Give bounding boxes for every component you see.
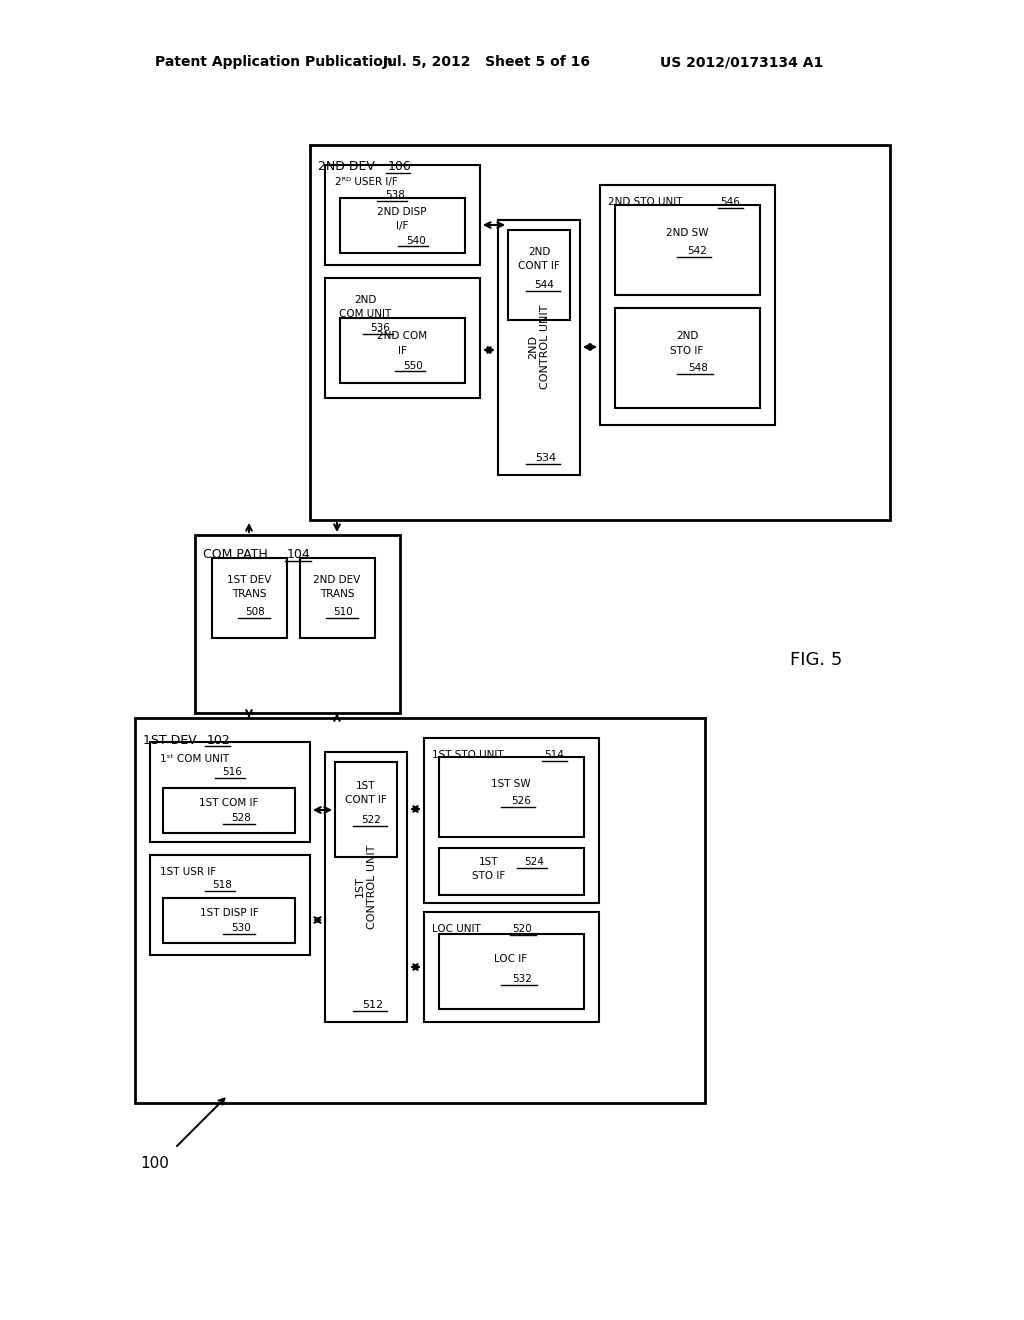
Text: 530: 530 xyxy=(231,923,251,933)
Bar xyxy=(498,220,580,475)
Text: I/F: I/F xyxy=(396,220,409,231)
Bar xyxy=(163,788,295,833)
Text: 1ST DEV: 1ST DEV xyxy=(226,576,271,585)
Bar xyxy=(340,318,465,383)
Text: COM UNIT: COM UNIT xyxy=(339,309,391,319)
Bar xyxy=(150,742,310,842)
Text: 1ST USR IF: 1ST USR IF xyxy=(160,867,216,876)
Text: 540: 540 xyxy=(407,236,426,246)
Bar xyxy=(439,847,584,895)
Text: 550: 550 xyxy=(403,360,423,371)
Text: 548: 548 xyxy=(688,363,708,374)
Text: 2ND: 2ND xyxy=(676,331,698,341)
Text: 1ST: 1ST xyxy=(356,781,376,791)
Text: 538: 538 xyxy=(385,190,404,201)
Text: 2ND SW: 2ND SW xyxy=(666,228,709,238)
Bar xyxy=(135,718,705,1104)
Bar xyxy=(439,756,584,837)
Text: 520: 520 xyxy=(512,924,531,935)
Bar xyxy=(424,912,599,1022)
Bar xyxy=(150,855,310,954)
Text: COM PATH: COM PATH xyxy=(203,549,267,561)
Text: 1ST DISP IF: 1ST DISP IF xyxy=(200,908,258,917)
Text: TRANS: TRANS xyxy=(319,589,354,599)
Text: LOC UNIT: LOC UNIT xyxy=(432,924,480,935)
Text: 102: 102 xyxy=(207,734,230,747)
Bar xyxy=(335,762,397,857)
Text: 1ST
CONTROL UNIT: 1ST CONTROL UNIT xyxy=(355,845,377,929)
Text: 522: 522 xyxy=(361,814,381,825)
Text: FIG. 5: FIG. 5 xyxy=(790,651,843,669)
Text: 2ND: 2ND xyxy=(527,247,550,257)
Text: 516: 516 xyxy=(222,767,242,777)
Text: 532: 532 xyxy=(512,974,531,983)
Text: 544: 544 xyxy=(535,280,554,290)
Text: STO IF: STO IF xyxy=(671,346,703,356)
Text: 546: 546 xyxy=(720,197,740,207)
Text: 106: 106 xyxy=(388,161,412,173)
Text: 2ND COM: 2ND COM xyxy=(377,331,427,341)
Bar xyxy=(508,230,570,319)
Text: 512: 512 xyxy=(362,1001,384,1010)
Text: 518: 518 xyxy=(212,880,232,890)
Bar xyxy=(300,558,375,638)
Text: 1ST DEV: 1ST DEV xyxy=(143,734,197,747)
Text: US 2012/0173134 A1: US 2012/0173134 A1 xyxy=(660,55,823,69)
Text: 2ND DEV: 2ND DEV xyxy=(318,161,375,173)
Text: CONT IF: CONT IF xyxy=(518,261,560,271)
Text: 2ᴿᴰ USER I/F: 2ᴿᴰ USER I/F xyxy=(335,177,397,187)
Text: Jul. 5, 2012   Sheet 5 of 16: Jul. 5, 2012 Sheet 5 of 16 xyxy=(383,55,591,69)
Text: 2ND STO UNIT: 2ND STO UNIT xyxy=(608,197,683,207)
Text: 100: 100 xyxy=(140,1155,169,1171)
Bar xyxy=(615,205,760,294)
Bar xyxy=(439,935,584,1008)
Text: 514: 514 xyxy=(544,750,564,760)
Text: 1ST COM IF: 1ST COM IF xyxy=(200,799,259,808)
Text: 534: 534 xyxy=(536,453,557,463)
Text: 2ND DISP: 2ND DISP xyxy=(377,207,427,216)
Text: 508: 508 xyxy=(245,607,265,616)
Bar xyxy=(600,185,775,425)
Bar xyxy=(310,145,890,520)
Bar xyxy=(325,279,480,399)
Text: 524: 524 xyxy=(524,857,544,867)
Bar xyxy=(340,198,465,253)
Text: 526: 526 xyxy=(511,796,530,807)
Bar xyxy=(615,308,760,408)
Text: 1ˢᵗ COM UNIT: 1ˢᵗ COM UNIT xyxy=(160,754,229,764)
Text: TRANS: TRANS xyxy=(231,589,266,599)
Text: 2ND DEV: 2ND DEV xyxy=(313,576,360,585)
Text: 2ND
CONTROL UNIT: 2ND CONTROL UNIT xyxy=(528,305,550,389)
Text: 536: 536 xyxy=(370,323,390,333)
Text: STO IF: STO IF xyxy=(472,871,506,880)
Text: 2ND: 2ND xyxy=(354,294,376,305)
Text: 542: 542 xyxy=(687,246,707,256)
Text: CONT IF: CONT IF xyxy=(345,795,387,805)
Bar xyxy=(163,898,295,942)
Bar xyxy=(424,738,599,903)
Text: 1ST STO UNIT: 1ST STO UNIT xyxy=(432,750,504,760)
Text: 510: 510 xyxy=(333,607,353,616)
Text: 104: 104 xyxy=(287,549,310,561)
Bar xyxy=(212,558,287,638)
Bar xyxy=(325,165,480,265)
Text: IF: IF xyxy=(397,346,407,356)
Text: LOC IF: LOC IF xyxy=(495,954,527,964)
Text: Patent Application Publication: Patent Application Publication xyxy=(155,55,393,69)
Text: 528: 528 xyxy=(231,813,251,822)
Bar xyxy=(195,535,400,713)
Text: 1ST: 1ST xyxy=(479,857,499,867)
Text: 1ST SW: 1ST SW xyxy=(492,779,530,789)
Bar xyxy=(325,752,407,1022)
